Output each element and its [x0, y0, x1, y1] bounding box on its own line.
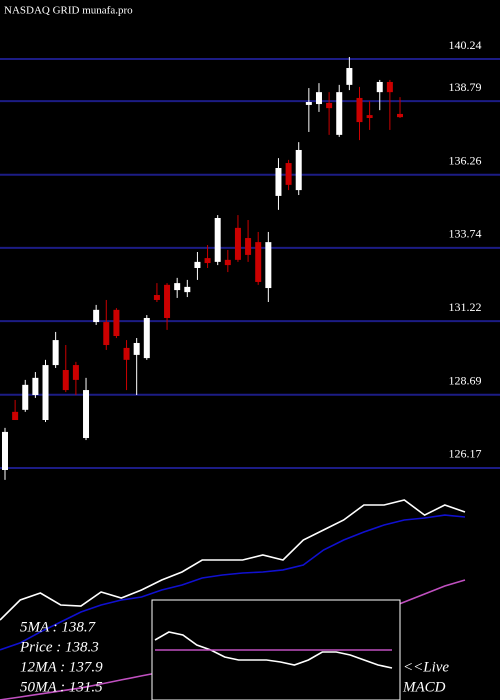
candle-body	[164, 284, 171, 318]
candle-body	[83, 390, 90, 439]
series-line	[0, 499, 466, 621]
candle-body	[42, 365, 49, 421]
candle-body	[315, 92, 322, 105]
series-line	[0, 514, 466, 651]
y-tick-label: 140.24	[449, 38, 482, 52]
candle-body	[376, 81, 383, 93]
series-line	[154, 631, 393, 669]
candle-body	[174, 283, 181, 291]
y-tick-label: 131.22	[449, 300, 482, 314]
candle-body	[336, 92, 343, 135]
candle-body	[285, 163, 292, 185]
y-tick-label: 133.74	[449, 227, 482, 241]
legend-entry: Price : 138.3	[19, 639, 99, 655]
candle-body	[52, 340, 59, 366]
legend-entry: 5MA : 138.7	[20, 619, 97, 635]
candle-body	[305, 102, 312, 105]
legend-entry: 50MA : 131.5	[20, 679, 103, 695]
candle-body	[295, 149, 302, 191]
candle-body	[194, 261, 201, 268]
candle-body	[275, 168, 282, 196]
y-tick-label: 128.69	[449, 373, 482, 387]
chart-title: NASDAQ GRID munafa.pro	[4, 5, 133, 17]
candle-body	[143, 317, 150, 359]
candle-body	[184, 286, 191, 293]
candle-body	[397, 113, 403, 118]
candle-body	[133, 342, 140, 355]
y-tick-label: 126.17	[449, 447, 482, 461]
candle-body	[245, 238, 252, 255]
candle-body	[224, 259, 231, 266]
y-tick-label: 138.79	[449, 80, 482, 94]
candle-body	[346, 68, 353, 85]
candle-body	[214, 217, 221, 262]
candle-body	[386, 81, 393, 93]
candle-body	[255, 242, 262, 282]
candle-body	[113, 309, 120, 337]
candle-body	[326, 102, 333, 109]
candle-body	[2, 431, 8, 470]
candle-body	[62, 370, 69, 391]
annotation: <<Live	[403, 659, 449, 675]
candle-body	[103, 322, 110, 346]
candle-body	[93, 309, 100, 323]
candle-body	[22, 384, 29, 410]
candle-body	[204, 258, 211, 264]
candle-body	[12, 411, 19, 421]
candle-body	[123, 347, 130, 360]
candle-body	[366, 115, 373, 119]
panel-title: MACD	[402, 679, 446, 695]
candle-body	[153, 295, 160, 300]
candle-body	[32, 377, 39, 396]
legend-entry: 12MA : 137.9	[20, 659, 103, 675]
candle-body	[72, 365, 79, 380]
candle-body	[265, 242, 272, 289]
y-tick-label: 136.26	[449, 153, 482, 167]
candle-body	[234, 227, 241, 260]
candle-body	[356, 97, 363, 123]
